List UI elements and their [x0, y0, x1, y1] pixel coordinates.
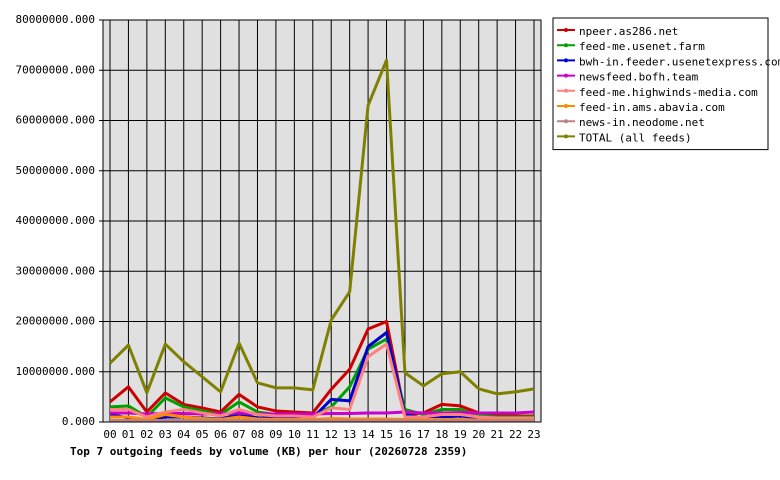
legend-marker: [564, 28, 568, 32]
legend-marker: [564, 43, 568, 48]
plot-border: [102, 19, 542, 423]
legend-label: TOTAL (all feeds): [579, 131, 692, 144]
x-tick-label: 21: [491, 428, 504, 441]
legend-marker: [564, 73, 568, 78]
legend-label: feed-me.highwinds-media.com: [579, 86, 758, 99]
y-tick-label: 70000000.000: [16, 63, 95, 76]
legend-marker: [564, 134, 568, 139]
legend-box: [552, 17, 769, 151]
x-tick-label: 19: [454, 428, 467, 441]
x-tick-label: 20: [472, 428, 485, 441]
x-tick-label: 14: [361, 428, 375, 441]
x-tick-label: 04: [177, 428, 191, 441]
x-tick-label: 16: [398, 428, 411, 441]
x-tick-label: 12: [325, 428, 338, 441]
x-tick-label: 03: [159, 428, 172, 441]
legend-marker: [564, 88, 568, 93]
legend-marker: [564, 104, 568, 108]
y-tick-label: 60000000.000: [16, 114, 95, 127]
x-tick-label: 17: [417, 428, 430, 441]
legend-marker: [564, 58, 568, 63]
x-tick-label: 10: [288, 428, 301, 441]
x-tick-label: 01: [122, 428, 135, 441]
legend-label: feed-in.ams.abavia.com: [579, 101, 725, 114]
x-tick-label: 22: [509, 428, 522, 441]
x-tick-label: 18: [435, 428, 448, 441]
y-tick-label: 0.000: [62, 415, 95, 428]
x-tick-label: 23: [527, 428, 540, 441]
legend-label: bwh-in.feeder.usenetexpress.com: [579, 55, 780, 68]
x-tick-label: 09: [269, 428, 282, 441]
x-tick-label: 08: [251, 428, 264, 441]
legend-label: newsfeed.bofh.team: [579, 71, 699, 84]
y-tick-label: 20000000.000: [16, 315, 95, 328]
y-tick-label: 80000000.000: [16, 13, 95, 26]
y-tick-label: 10000000.000: [16, 365, 95, 378]
x-tick-label: 00: [103, 428, 116, 441]
series-line: [109, 320, 534, 418]
y-tick-label: 40000000.000: [16, 214, 95, 227]
x-tick-label: 06: [214, 428, 227, 441]
legend-label: npeer.as286.net: [579, 25, 678, 38]
x-tick-label: 05: [196, 428, 209, 441]
y-tick-label: 50000000.000: [16, 164, 95, 177]
legend-label: news-in.neodome.net: [579, 116, 705, 129]
legend-marker: [564, 119, 568, 124]
x-tick-label: 13: [343, 428, 356, 441]
y-tick-label: 30000000.000: [16, 264, 95, 277]
x-tick-label: 15: [380, 428, 393, 441]
legend-label: feed-me.usenet.farm: [579, 40, 705, 53]
x-tick-label: 02: [140, 428, 153, 441]
series-line: [110, 342, 534, 420]
series-line: [108, 58, 535, 396]
x-tick-label: 07: [232, 428, 245, 441]
chart-title: Top 7 outgoing feeds by volume (KB) per …: [70, 445, 467, 458]
x-tick-label: 11: [306, 428, 319, 441]
